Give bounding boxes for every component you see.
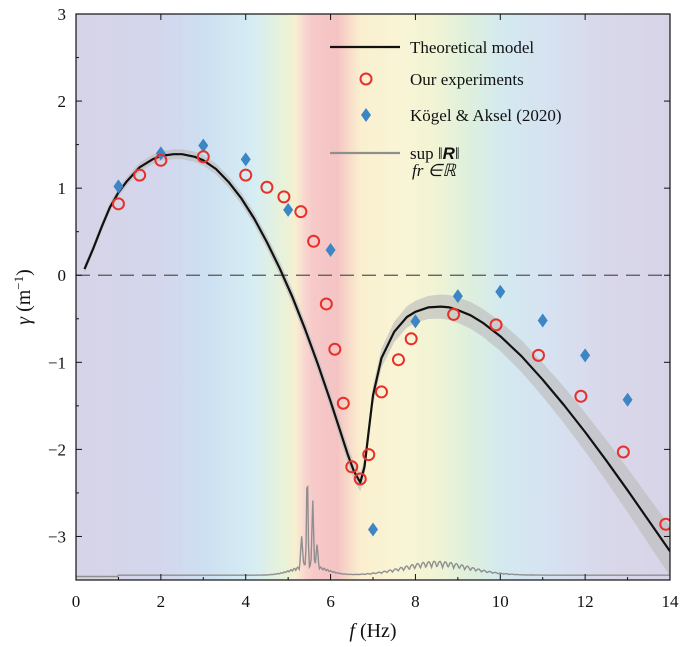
experiment-point: [404, 332, 418, 346]
y-tick-label: 3: [58, 5, 67, 24]
legend-label-sup: sup ‖R‖: [410, 144, 460, 163]
experiment-point: [374, 385, 388, 399]
experiment-point: [196, 150, 210, 164]
kogel-aksel-point: [495, 284, 506, 299]
legend-sup-end: ‖: [455, 144, 460, 163]
legend: Theoretical model Our experiments Kögel …: [330, 38, 562, 180]
legend-marker-experiments: [359, 72, 373, 86]
experiment-point: [307, 234, 321, 248]
x-tick-label: 6: [326, 592, 335, 611]
x-axis-unit: (Hz): [355, 620, 397, 642]
experiment-point: [336, 396, 350, 410]
plot-background: [76, 14, 670, 580]
y-tick-label: −1: [48, 353, 66, 372]
x-tick-label: 14: [662, 592, 680, 611]
kogel-aksel-point: [368, 522, 378, 537]
y-tick-label: 0: [58, 266, 67, 285]
y-tick-label: −3: [48, 527, 66, 546]
x-axis-title: f (Hz): [349, 620, 396, 642]
experiment-point: [574, 389, 588, 403]
experiment-point: [111, 197, 125, 211]
legend-marker-kogel: [361, 108, 371, 122]
experiment-point: [319, 297, 333, 311]
x-tick-label: 10: [492, 592, 509, 611]
kogel-aksel-point: [155, 146, 166, 161]
legend-sup-sublabel: fr ∈ℝ: [412, 161, 457, 180]
y-axis-unit-exponent: −1: [11, 276, 26, 290]
kogel-aksel-point: [580, 348, 591, 363]
kogel-aksel-point: [410, 314, 421, 329]
x-tick-label: 12: [577, 592, 594, 611]
experiment-point: [447, 307, 461, 321]
experiment-point: [362, 448, 376, 462]
legend-label-theory: Theoretical model: [410, 38, 534, 57]
experiment-point: [328, 342, 342, 356]
legend-sup-text: sup ‖: [410, 144, 443, 163]
kogel-aksel-point: [325, 242, 336, 257]
kogel-aksel-point: [240, 152, 251, 167]
x-tick-label: 2: [157, 592, 166, 611]
experiment-point: [489, 318, 503, 332]
kogel-aksel-point: [283, 202, 294, 217]
experiment-point: [277, 190, 291, 204]
kogel-aksel-point: [537, 313, 548, 328]
legend-sup-bold: R: [443, 144, 456, 163]
x-tick-label: 4: [241, 592, 250, 611]
y-tick-label: 2: [58, 92, 67, 111]
experiment-point: [133, 168, 147, 182]
experiment-point: [294, 205, 308, 219]
x-tick-label: 0: [72, 592, 81, 611]
sup-R-curve: [76, 484, 670, 578]
y-axis-symbol: γ: [13, 316, 35, 325]
experiment-point: [260, 180, 274, 194]
legend-label-kogel: Kögel & Aksel (2020): [410, 106, 562, 125]
experiment-point: [616, 445, 630, 459]
experiment-point: [659, 517, 670, 531]
kogel-aksel-point: [113, 179, 124, 194]
y-tick-label: −2: [48, 440, 66, 459]
y-axis-unit-close: ): [13, 269, 35, 276]
x-axis-symbol: f: [349, 620, 357, 642]
kogel-aksel-point: [452, 289, 463, 304]
experiment-point: [154, 153, 168, 167]
experiment-point: [239, 168, 253, 182]
x-tick-label: 8: [411, 592, 420, 611]
experiment-point: [345, 460, 359, 474]
y-axis-title: γ (m−1): [11, 269, 35, 325]
y-tick-label: 1: [58, 179, 67, 198]
y-axis-unit-open: (m: [13, 289, 35, 317]
experiment-point: [531, 348, 545, 362]
experiment-point: [353, 472, 367, 486]
kogel-aksel-point: [622, 392, 633, 407]
experiment-point: [391, 353, 405, 367]
legend-label-experiments: Our experiments: [410, 70, 524, 89]
kogel-aksel-point: [198, 138, 209, 153]
